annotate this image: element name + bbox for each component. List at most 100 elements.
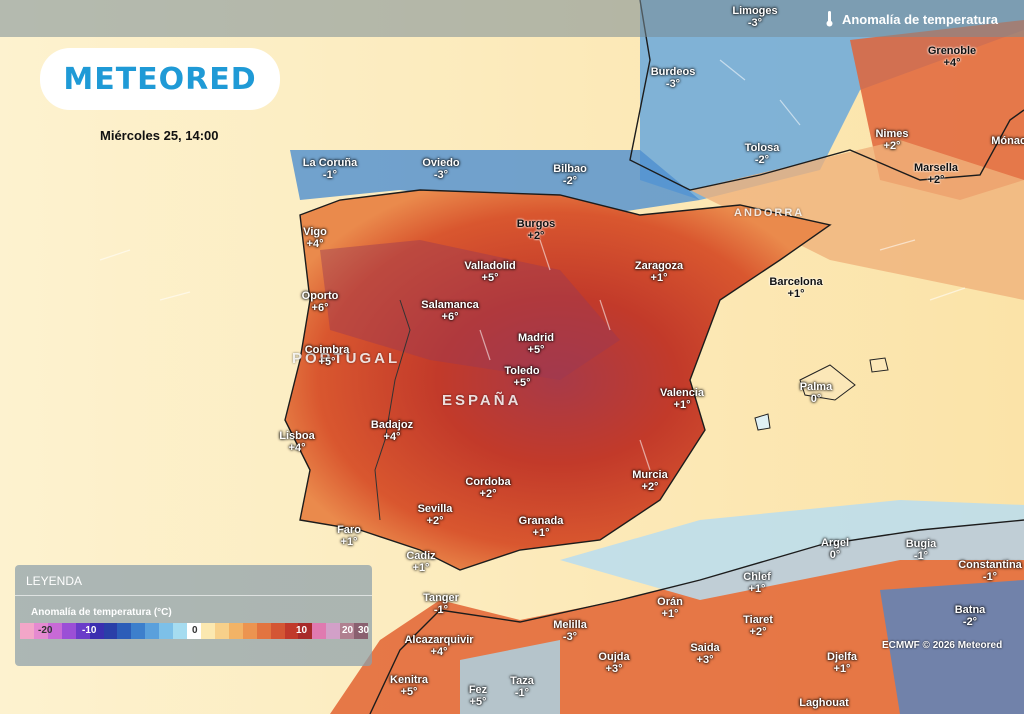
city-label[interactable]: Badajoz +4° [371,419,413,443]
city-label[interactable]: Kenitra +5° [390,674,428,698]
city-anomaly-value: +1° [412,562,430,574]
city-label[interactable]: Batna -2° [955,604,986,628]
legend-swatch [214,623,229,639]
city-label[interactable]: Lisboa +4° [279,430,314,454]
city-label[interactable]: La Coruña -1° [303,157,357,181]
legend-swatch [187,623,201,639]
city-label[interactable]: Tanger -1° [423,592,459,616]
city-label[interactable]: Zaragoza +1° [635,260,683,284]
city-label[interactable]: Coimbra +5° [305,344,350,368]
legend-swatch [228,623,243,639]
city-label[interactable]: Cadiz +1° [406,550,435,574]
city-name: Tolosa [744,142,780,154]
city-anomaly-value: +4° [306,238,324,250]
city-label[interactable]: Fez +5° [469,684,487,708]
city-label[interactable]: Oujda +3° [598,651,629,675]
logo-container[interactable]: METEORED [40,48,280,110]
city-anomaly-value: +4° [288,442,306,454]
city-label[interactable]: Mónaco [991,135,1024,147]
city-name: Laghouat [799,697,849,709]
city-label[interactable]: Murcia +2° [632,469,667,493]
city-label[interactable]: Barcelona +1° [769,276,822,300]
city-label[interactable]: Oporto +6° [302,290,339,314]
city-label[interactable]: Limoges -3° [732,5,777,29]
city-label[interactable]: Bugia -1° [906,538,937,562]
city-label[interactable]: Chlef +1° [743,571,771,595]
city-name: Oporto [301,290,339,302]
city-name: Tiaret [743,614,773,626]
city-label[interactable]: Constantina -1° [958,559,1022,583]
map-title: Anomalía de temperatura [825,11,998,27]
legend-tick-label: 10 [296,625,308,636]
city-label[interactable]: Tolosa -2° [745,142,780,166]
city-name: Nimes [875,128,909,140]
copyright: ECMWF © 2026 Meteored [882,640,1003,651]
city-label[interactable]: Melilla -3° [553,619,587,643]
city-name: Oviedo [422,157,460,169]
city-label[interactable]: Burgos +2° [517,218,556,242]
legend-subtitle: Anomalía de temperatura (°C) [31,607,172,618]
map-title-text: Anomalía de temperatura [841,11,998,27]
legend-swatch [61,623,76,639]
city-anomaly-value: +4° [943,57,961,69]
city-label[interactable]: Valladolid +5° [464,260,515,284]
city-anomaly-value: +1° [661,608,679,620]
city-label[interactable]: Orán +1° [657,596,683,620]
city-label[interactable]: Tiaret +2° [743,614,773,638]
city-anomaly-value: +4° [430,646,448,658]
city-label[interactable]: Vigo +4° [303,226,327,250]
city-label[interactable]: Bilbao -2° [553,163,587,187]
city-label[interactable]: Marsella +2° [914,162,958,186]
city-label[interactable]: Faro +1° [337,524,361,548]
city-name: Melilla [553,619,587,631]
city-anomaly-value: +1° [650,272,668,284]
city-label[interactable]: Toledo +5° [504,365,539,389]
city-anomaly-value: -1° [514,687,530,699]
city-label[interactable]: Sevilla +2° [418,503,453,527]
city-label[interactable]: Cordoba +2° [465,476,510,500]
city-label[interactable]: Nimes +2° [875,128,908,152]
city-anomaly-value: +5° [318,356,336,368]
city-label[interactable]: Alcazarquivir +4° [404,634,473,658]
city-label[interactable]: Taza -1° [510,675,534,699]
city-label[interactable]: Argel 0° [821,537,849,561]
city-name: Sevilla [417,503,453,515]
city-name: Grenoble [927,45,977,57]
city-label[interactable]: Valencia +1° [660,387,704,411]
legend-swatch [89,623,104,639]
top-bar [0,0,1024,37]
city-label[interactable]: Madrid +5° [518,332,554,356]
city-label[interactable]: Granada +1° [519,515,564,539]
city-name: Valladolid [464,260,516,272]
city-anomaly-value: +2° [426,515,444,527]
legend-swatch [354,623,369,639]
city-name: Lisboa [279,430,315,442]
city-label[interactable]: Palma 0° [800,381,832,405]
city-name: La Coruña [302,157,358,169]
city-anomaly-value: +1° [532,527,550,539]
city-name: Burdeos [650,66,696,78]
city-name: Fez [468,684,488,696]
city-name: Saida [690,642,720,654]
city-anomaly-value: +3° [605,663,623,675]
city-label[interactable]: Saida +3° [690,642,719,666]
legend-tick-label: 30 [358,625,370,636]
city-label[interactable]: Grenoble +4° [928,45,976,69]
city-anomaly-value: +1° [787,288,805,300]
city-anomaly-value: -2° [562,175,578,187]
city-name: Constantina [958,559,1022,571]
city-name: Cadiz [406,550,436,562]
country-espana: ESPAÑA [442,392,522,409]
city-anomaly-value: 0° [810,393,822,405]
city-label[interactable]: Salamanca +6° [421,299,478,323]
legend-swatch [33,623,48,639]
city-name: Batna [954,604,986,616]
city-label[interactable]: Laghouat [799,697,849,709]
city-anomaly-value: +5° [400,686,418,698]
country-andorra: ANDORRA [734,207,805,219]
city-anomaly-value: -1° [322,169,338,181]
city-label[interactable]: Oviedo -3° [422,157,459,181]
city-label[interactable]: Burdeos -3° [651,66,696,90]
city-label[interactable]: Djelfa +1° [827,651,857,675]
city-anomaly-value: +2° [641,481,659,493]
